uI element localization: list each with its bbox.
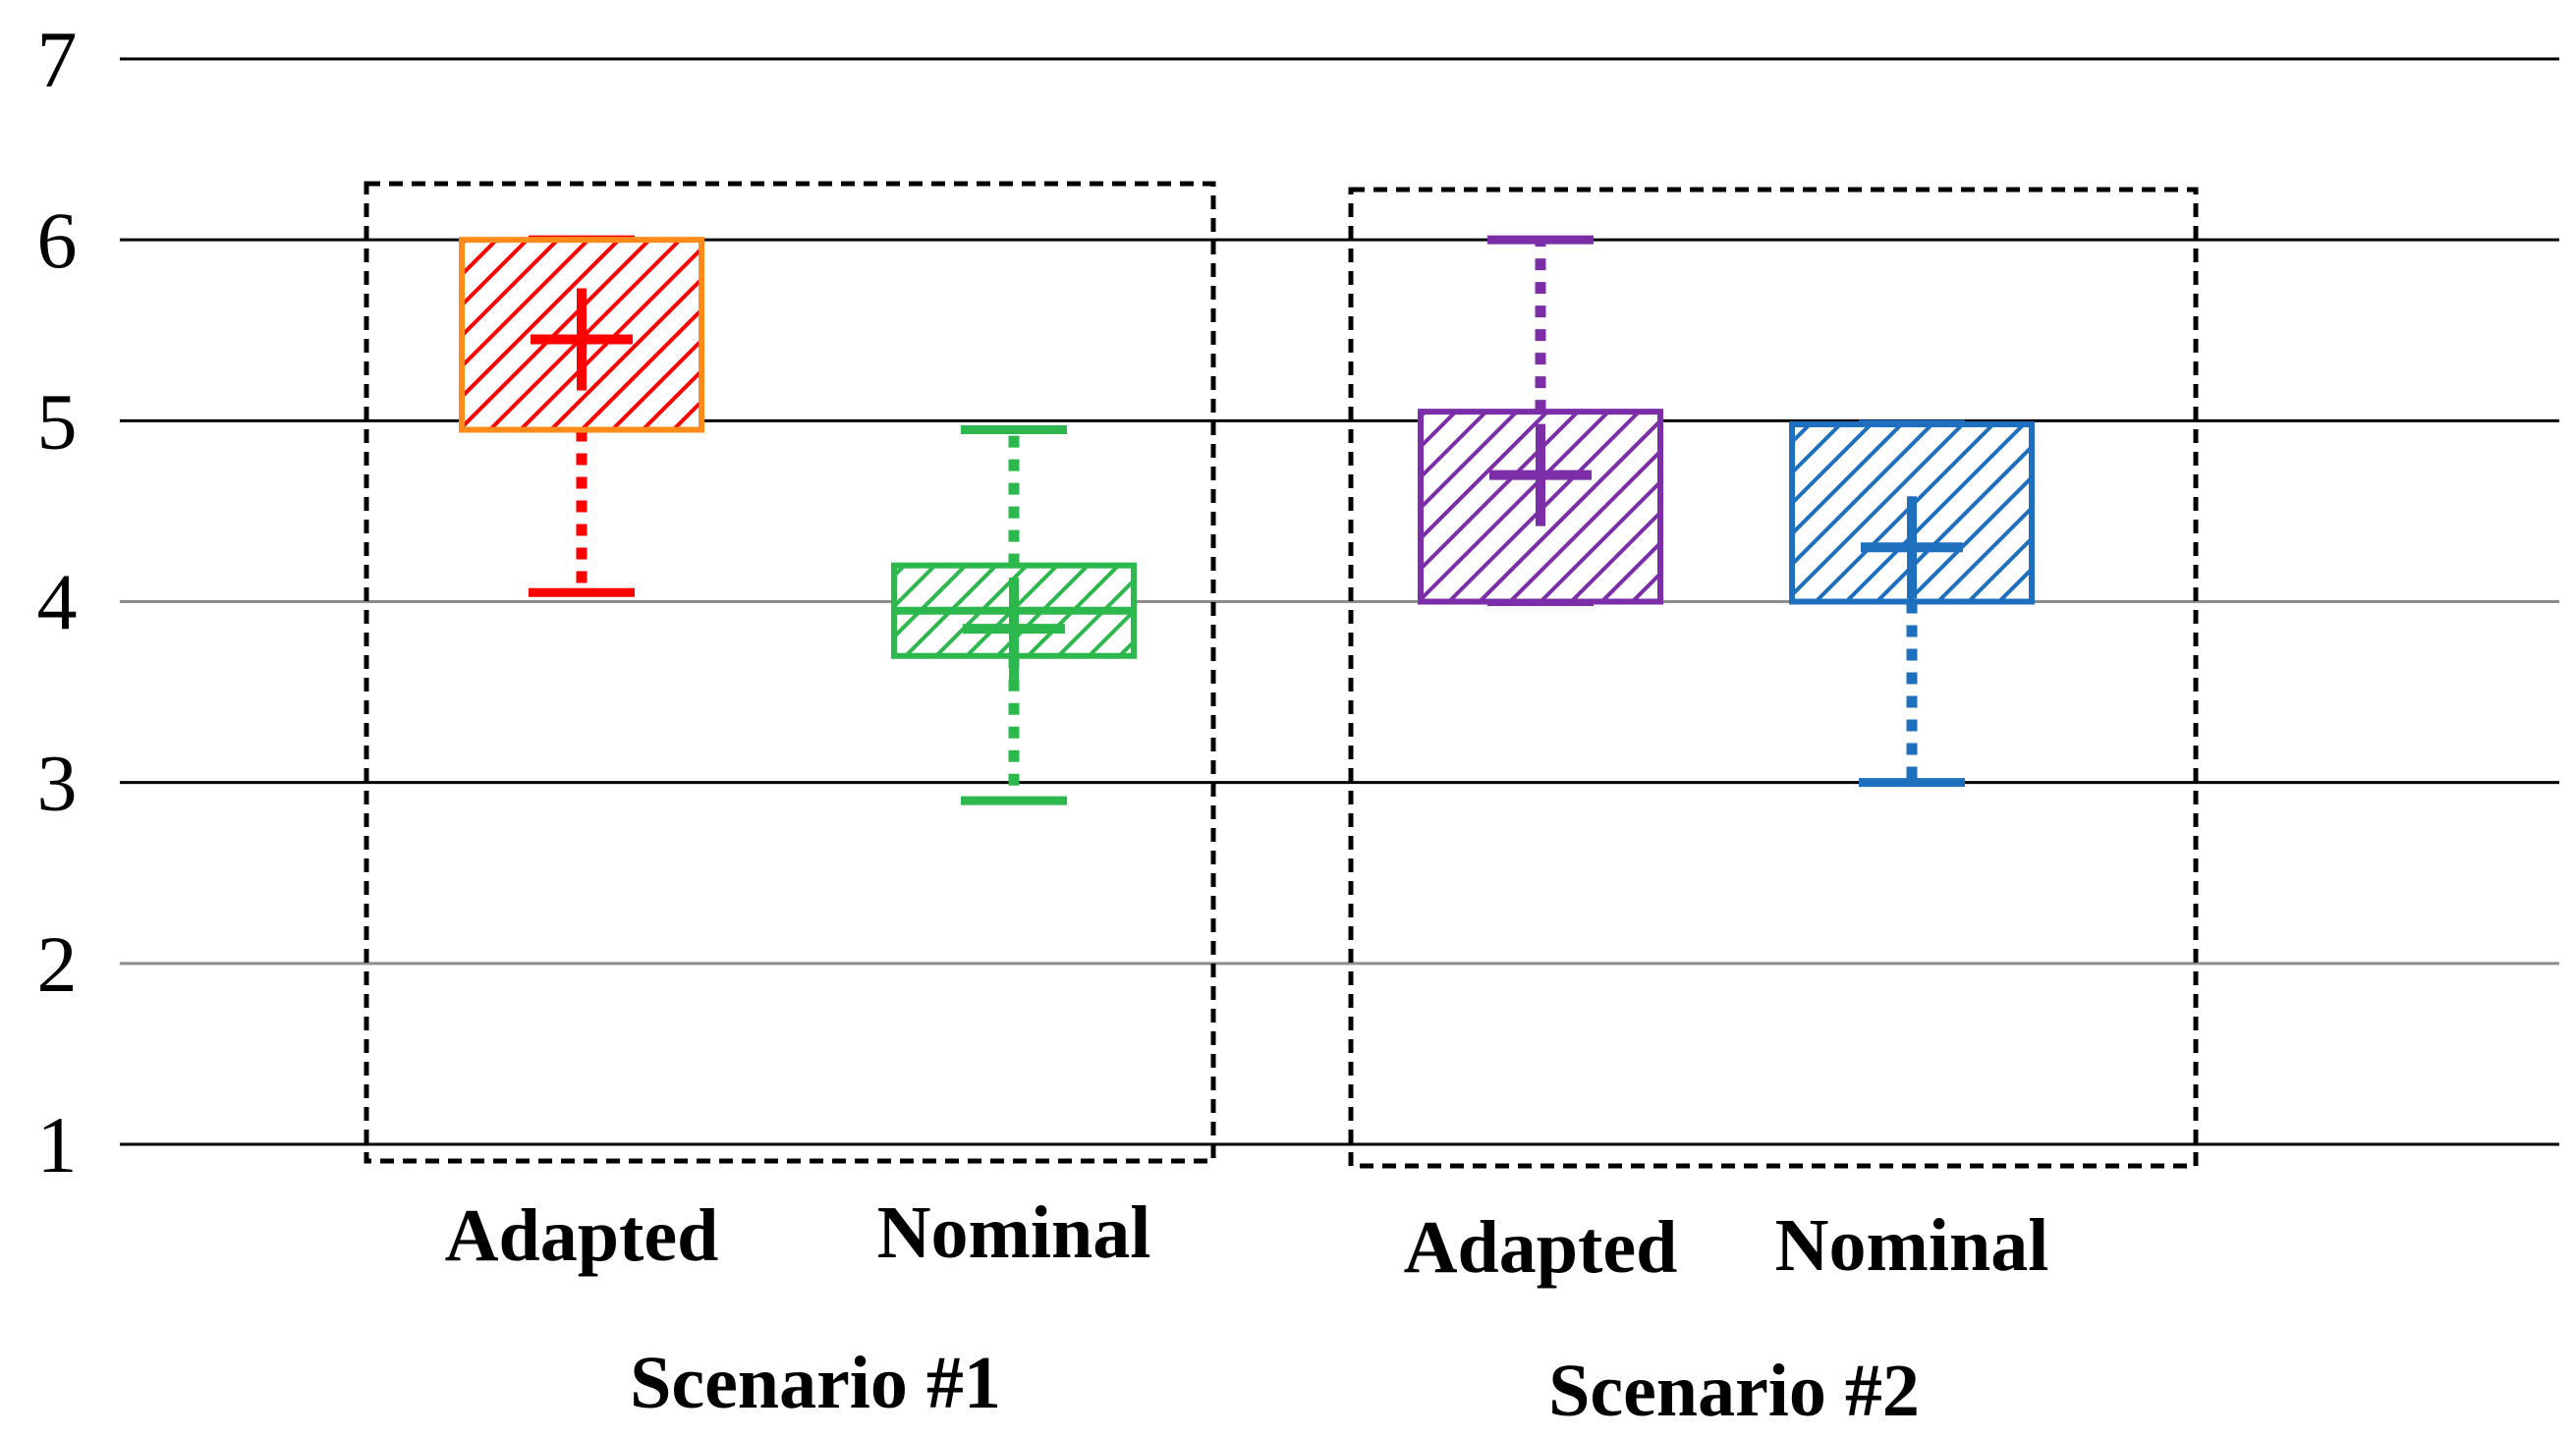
category-label-g2-nominal: Nominal xyxy=(1775,1204,2049,1287)
y-tick-label-5: 5 xyxy=(37,376,78,466)
category-label-g2-adapted: Adapted xyxy=(1404,1206,1678,1289)
y-tick-label-3: 3 xyxy=(37,739,78,828)
group-label-1: Scenario #1 xyxy=(630,1342,1001,1424)
labels: 1 2 3 4 5 6 7 Scenario #1 Adapted Nominal Scenario… xyxy=(37,15,2049,1432)
y-tick-label-2: 2 xyxy=(37,919,78,1009)
y-tick-label-6: 6 xyxy=(37,195,78,285)
mean-marker-g2-adapted xyxy=(1489,423,1592,526)
group-label-2: Scenario #2 xyxy=(1548,1350,1920,1432)
category-label-g1-nominal: Nominal xyxy=(877,1191,1151,1274)
mean-marker-g1-adapted xyxy=(531,288,633,391)
y-tick-label-1: 1 xyxy=(37,1100,78,1189)
y-tick-label-7: 7 xyxy=(37,15,78,104)
mean-marker-g1-nominal xyxy=(963,578,1065,681)
group-frame-1 xyxy=(364,181,1216,1164)
group-frames xyxy=(364,181,2199,1169)
group-frame-2 xyxy=(1348,187,2199,1169)
y-tick-label-4: 4 xyxy=(37,558,78,647)
mean-marker-g2-nominal xyxy=(1861,496,1963,599)
boxes xyxy=(459,235,2035,805)
category-label-g1-adapted: Adapted xyxy=(445,1194,719,1277)
